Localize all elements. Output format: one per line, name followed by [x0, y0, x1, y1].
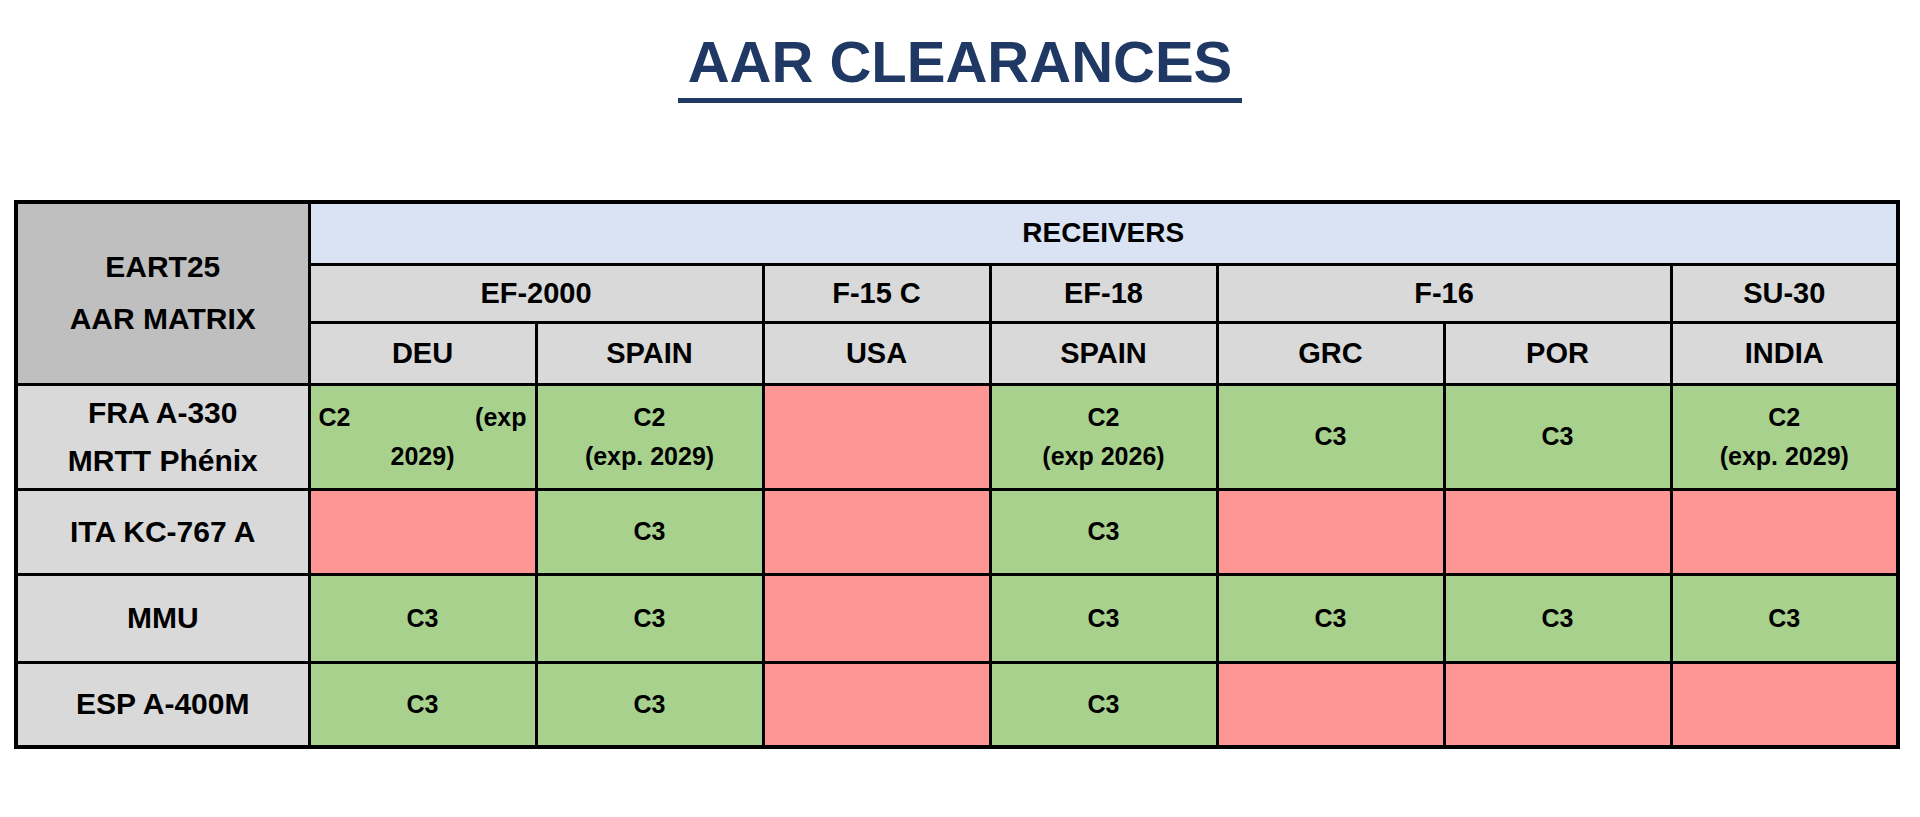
tanker-row-ita-kc-767-a: ITA KC-767 A C3 C3 — [16, 489, 1898, 574]
aircraft-header-su-30: SU-30 — [1671, 264, 1898, 322]
clearance-cell-mmu-1-spain: C3 — [536, 574, 763, 662]
tanker-label-mmu: MMU — [16, 574, 309, 662]
clearance-cell-ita-kc-767-a-0-deu — [309, 489, 536, 574]
country-header-0-deu: DEU — [309, 322, 536, 384]
country-header-2-usa: USA — [763, 322, 990, 384]
country-header-1-spain: SPAIN — [536, 322, 763, 384]
tanker-label-ita-kc-767-a: ITA KC-767 A — [16, 489, 309, 574]
clearance-cell-fra-a-330-mrtt-ph-nix-2-usa — [763, 384, 990, 489]
clearance-cell-mmu-3-spain: C3 — [990, 574, 1217, 662]
aircraft-header-f-16: F-16 — [1217, 264, 1671, 322]
clearance-cell-mmu-4-grc: C3 — [1217, 574, 1444, 662]
tanker-row-esp-a-400m: ESP A-400MC3C3C3 — [16, 662, 1898, 747]
aircraft-header-ef-2000: EF-2000 — [309, 264, 763, 322]
tanker-row-fra-a-330-mrtt-ph-nix: FRA A-330MRTT PhénixC2(exp2029)C2(exp. 2… — [16, 384, 1898, 489]
clearance-cell-esp-a-400m-1-spain: C3 — [536, 662, 763, 747]
clearance-cell-esp-a-400m-5-por — [1444, 662, 1671, 747]
clearance-cell-fra-a-330-mrtt-ph-nix-0-deu: C2(exp2029) — [309, 384, 536, 489]
country-header-3-spain: SPAIN — [990, 322, 1217, 384]
clearance-cell-mmu-2-usa — [763, 574, 990, 662]
clearance-cell-mmu-6-india: C3 — [1671, 574, 1898, 662]
page-title-text: AAR CLEARANCES — [678, 30, 1243, 103]
aar-matrix-table: EART25AAR MATRIXRECEIVERSEF-2000F-15 CEF… — [14, 200, 1900, 749]
matrix-corner-label: EART25AAR MATRIX — [16, 202, 309, 384]
clearance-cell-esp-a-400m-4-grc — [1217, 662, 1444, 747]
clearance-cell-esp-a-400m-0-deu: C3 — [309, 662, 536, 747]
clearance-cell-mmu-0-deu: C3 — [309, 574, 536, 662]
aar-matrix-body: EART25AAR MATRIXRECEIVERSEF-2000F-15 CEF… — [16, 202, 1898, 747]
tanker-label-esp-a-400m: ESP A-400M — [16, 662, 309, 747]
clearance-cell-ita-kc-767-a-2-usa — [763, 489, 990, 574]
clearance-cell-fra-a-330-mrtt-ph-nix-3-spain: C2(exp 2026) — [990, 384, 1217, 489]
clearance-cell-ita-kc-767-a-5-por — [1444, 489, 1671, 574]
header-row-receivers: EART25AAR MATRIXRECEIVERS — [16, 202, 1898, 264]
clearance-cell-ita-kc-767-a-3-spain: C3 — [990, 489, 1217, 574]
aircraft-header-f-15-c: F-15 C — [763, 264, 990, 322]
tanker-row-mmu: MMUC3C3C3C3C3C3 — [16, 574, 1898, 662]
aircraft-header-ef-18: EF-18 — [990, 264, 1217, 322]
clearance-cell-mmu-5-por: C3 — [1444, 574, 1671, 662]
clearance-cell-ita-kc-767-a-6-india — [1671, 489, 1898, 574]
clearance-cell-ita-kc-767-a-1-spain: C3 — [536, 489, 763, 574]
clearance-cell-esp-a-400m-2-usa — [763, 662, 990, 747]
clearance-cell-ita-kc-767-a-4-grc — [1217, 489, 1444, 574]
clearance-cell-fra-a-330-mrtt-ph-nix-5-por: C3 — [1444, 384, 1671, 489]
receivers-header: RECEIVERS — [309, 202, 1898, 264]
country-header-6-india: INDIA — [1671, 322, 1898, 384]
country-header-5-por: POR — [1444, 322, 1671, 384]
clearance-cell-fra-a-330-mrtt-ph-nix-1-spain: C2(exp. 2029) — [536, 384, 763, 489]
tanker-label-fra-a-330-mrtt-ph-nix: FRA A-330MRTT Phénix — [16, 384, 309, 489]
clearance-cell-esp-a-400m-3-spain: C3 — [990, 662, 1217, 747]
country-header-4-grc: GRC — [1217, 322, 1444, 384]
page-title: AAR CLEARANCES — [0, 30, 1920, 103]
clearance-cell-fra-a-330-mrtt-ph-nix-4-grc: C3 — [1217, 384, 1444, 489]
clearance-cell-fra-a-330-mrtt-ph-nix-6-india: C2(exp. 2029) — [1671, 384, 1898, 489]
clearance-cell-esp-a-400m-6-india — [1671, 662, 1898, 747]
